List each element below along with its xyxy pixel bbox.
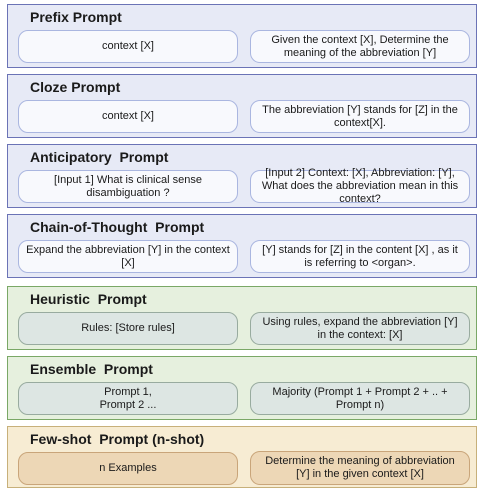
panel-title: Few-shot Prompt (n-shot) [30,431,205,447]
heuristic-prompt-panel: Heuristic Prompt Rules: [Store rules] Us… [7,286,477,350]
prompt-input-box: context [X] [18,30,238,63]
panel-title: Heuristic Prompt [30,291,147,307]
prompt-input-box: Rules: [Store rules] [18,312,238,345]
prompt-template-box: Majority (Prompt 1 + Prompt 2 + .. + Pro… [250,382,470,415]
panel-title: Anticipatory Prompt [30,149,169,165]
cloze-prompt-panel: Cloze Prompt context [X] The abbreviatio… [7,74,477,138]
panel-title: Chain-of-Thought Prompt [30,219,205,235]
anticipatory-prompt-panel: Anticipatory Prompt [Input 1] What is cl… [7,144,477,208]
panel-title: Cloze Prompt [30,79,121,95]
prompt-template-box: Using rules, expand the abbreviation [Y]… [250,312,470,345]
prompt-input-box: context [X] [18,100,238,133]
prompt-template-box: Determine the meaning of abbreviation [Y… [250,451,470,485]
few-shot-prompt-panel: Few-shot Prompt (n-shot) n Examples Dete… [7,426,477,488]
chain-of-thought-prompt-panel: Chain-of-Thought Prompt Expand the abbre… [7,214,477,278]
prompt-input-box: Expand the abbreviation [Y] in the conte… [18,240,238,273]
panel-title: Prefix Prompt [30,9,122,25]
ensemble-prompt-panel: Ensemble Prompt Prompt 1, Prompt 2 ... M… [7,356,477,420]
panel-title: Ensemble Prompt [30,361,153,377]
prompt-input-box: [Input 1] What is clinical sense disambi… [18,170,238,203]
prompt-template-box: [Input 2] Context: [X], Abbreviation: [Y… [250,167,470,205]
prompt-template-box: Given the context [X], Determine the mea… [250,30,470,63]
prompt-input-box: Prompt 1, Prompt 2 ... [18,382,238,415]
prefix-prompt-panel: Prefix Prompt context [X] Given the cont… [7,4,477,68]
prompt-input-box: n Examples [18,452,238,485]
prompt-template-box: [Y] stands for [Z] in the content [X] , … [250,240,470,273]
prompt-template-box: The abbreviation [Y] stands for [Z] in t… [250,100,470,133]
